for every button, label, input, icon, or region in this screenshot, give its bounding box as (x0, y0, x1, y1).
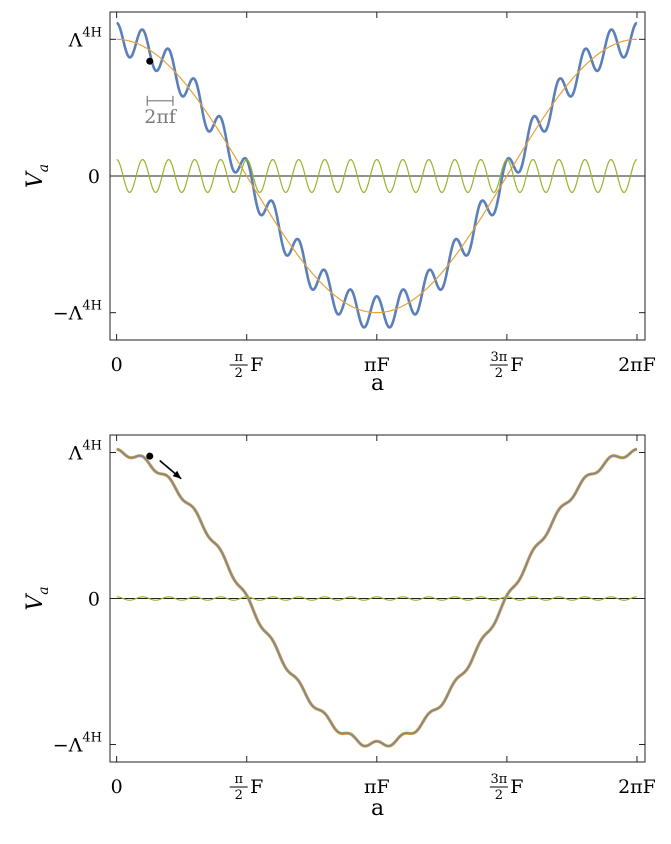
y-tick-label: 0 (88, 166, 100, 188)
x-tick-frac-num-part: π (234, 772, 243, 787)
x-tick-frac-den: 2 (235, 788, 243, 803)
x-tick-label: 3π2 F (489, 772, 523, 803)
x-tick-suffix: F (510, 354, 523, 376)
y-tick-label: 0 (88, 589, 100, 611)
x-tick-frac-num-part: π (234, 350, 243, 365)
x-tick-suffix-part: F (510, 776, 523, 798)
ball-marker (146, 57, 154, 65)
y-tick-label-part: Λ (68, 29, 83, 51)
y-tick-label-part: 4 (82, 299, 90, 314)
series-line-fast (116, 159, 638, 193)
x-tick-suffix-part: F (510, 354, 523, 376)
x-tick-label: 2πF (618, 776, 656, 798)
x-tick-frac-den-part: 2 (235, 788, 243, 803)
y-tick-label: Λ4H (68, 25, 102, 51)
y-tick-label-part: −Λ (53, 303, 83, 325)
x-tick-frac-den: 2 (235, 366, 243, 381)
ball-marker (146, 452, 154, 460)
x-tick-label: π2 F (229, 350, 263, 381)
x-tick-label-part: 2πF (618, 354, 656, 376)
y-axis-label-sub: a (36, 164, 52, 172)
x-axis-label-part: a (371, 796, 384, 821)
x-tick-label-part: 2πF (618, 776, 656, 798)
series-line-total (116, 448, 638, 747)
y-tick-label: −Λ4H (53, 299, 102, 325)
y-tick-label-part: 0 (88, 589, 100, 611)
y-tick-label-part: 4 (82, 25, 90, 40)
x-tick-frac-num: 3π (490, 350, 507, 365)
x-tick-label: 0 (111, 776, 123, 798)
x-axis-label: a (371, 796, 384, 821)
x-tick-frac-num-part: 3π (490, 772, 507, 787)
x-tick-frac-num: π (234, 772, 243, 787)
x-tick-frac-num: π (234, 350, 243, 365)
y-tick-label-part: H (91, 730, 102, 745)
x-tick-label-part: πF (364, 776, 390, 798)
period-label-part: 2πf (144, 106, 178, 128)
y-tick-label: −Λ4H (53, 730, 102, 756)
y-axis-label-sub: a (36, 586, 52, 594)
y-axis-label: Va (23, 164, 52, 188)
x-tick-suffix: F (250, 776, 263, 798)
roll-arrow (159, 459, 182, 480)
y-tick-label-part: Λ (68, 443, 83, 465)
series-line-total (115, 21, 638, 329)
x-tick-label: πF (364, 354, 390, 376)
x-tick-label: 3π2 F (489, 350, 523, 381)
y-tick-label-part: 4 (82, 730, 90, 745)
x-tick-label: 2πF (618, 354, 656, 376)
y-tick-label-part: H (91, 25, 102, 40)
roll-arrow-head (172, 470, 182, 479)
x-tick-frac-den-part: 2 (495, 366, 503, 381)
x-axis-label: a (371, 371, 384, 396)
x-tick-suffix: F (250, 354, 263, 376)
series-line-slow (116, 38, 637, 314)
x-tick-frac-den: 2 (495, 366, 503, 381)
series-line-total-shadow (115, 447, 638, 748)
x-axis-label-part: a (371, 371, 384, 396)
x-tick-frac-den: 2 (495, 788, 503, 803)
x-tick-suffix-part: F (250, 776, 263, 798)
x-tick-suffix: F (510, 776, 523, 798)
x-tick-frac-den-part: 2 (495, 788, 503, 803)
x-tick-label: π2 F (229, 772, 263, 803)
x-tick-label: πF (364, 776, 390, 798)
y-tick-label-part: H (91, 299, 102, 314)
period-annotation: 2πf (144, 95, 178, 128)
x-tick-frac-den-part: 2 (235, 366, 243, 381)
y-tick-label-part: H (91, 439, 102, 454)
y-tick-label-part: 0 (88, 166, 100, 188)
x-tick-label-part: πF (364, 354, 390, 376)
y-axis-label: Va (23, 586, 52, 610)
x-tick-label-part: 0 (111, 776, 123, 798)
y-tick-label-part: −Λ (53, 734, 83, 756)
x-tick-label-part: 0 (111, 354, 123, 376)
y-tick-label-part: 4 (82, 439, 90, 454)
period-label: 2πf (144, 106, 178, 128)
x-tick-suffix-part: F (250, 354, 263, 376)
y-axis-label-main: V (23, 593, 48, 611)
y-tick-label: Λ4H (68, 439, 102, 465)
x-tick-frac-num-part: 3π (490, 350, 507, 365)
y-axis-label-main: V (23, 170, 48, 188)
series-line-fast (116, 596, 637, 601)
x-tick-label: 0 (111, 354, 123, 376)
x-tick-frac-num: 3π (490, 772, 507, 787)
